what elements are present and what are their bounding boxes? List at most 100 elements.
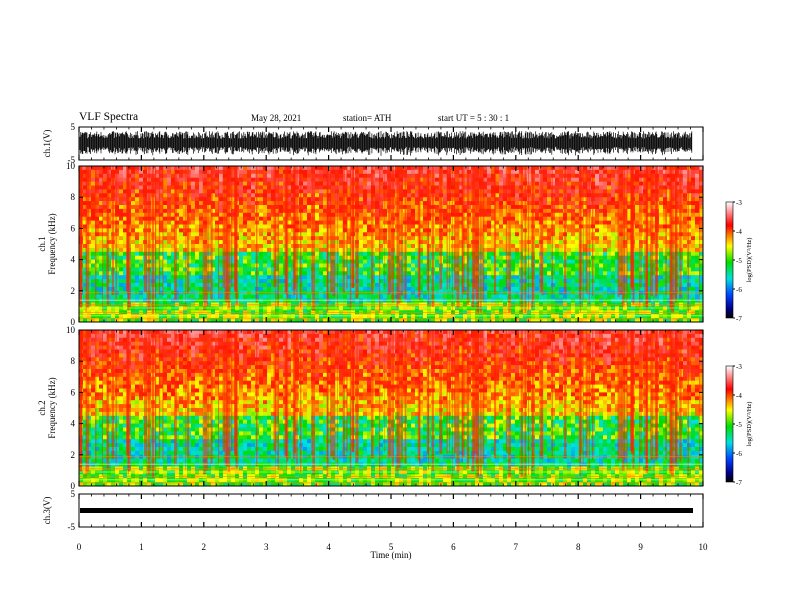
ch1-spectrogram-cell (427, 166, 432, 171)
ch1-spectrogram-cell (263, 306, 268, 311)
ch1-spectrogram-cell (123, 212, 128, 218)
ch1-spectrogram-cell (439, 314, 444, 319)
ch1-spectrogram-cell (247, 279, 252, 284)
ch1-spectrogram-cell (99, 251, 104, 257)
ch1-spectrogram-cell (251, 286, 256, 292)
ch1-spectrogram-cell (83, 267, 88, 272)
ch1-spectrogram-cell (307, 290, 312, 296)
ch1-spectrogram-cell (211, 212, 216, 218)
ch1-spectrogram-cell (99, 306, 104, 311)
ch1-spectrogram-cell (391, 306, 396, 311)
ch1-spectrogram-cell (267, 255, 272, 260)
ch1-spectrogram-cell (427, 255, 432, 260)
ch1-spectrogram-cell (199, 298, 204, 303)
ch1-spectrogram-cell (135, 306, 140, 311)
ch1-spectrogram-cell (359, 251, 364, 257)
ch1-spectrogram-cell (263, 201, 268, 206)
ch1-spectrogram-cell (199, 185, 204, 190)
ch1-spectrogram-cell (243, 294, 248, 299)
ch1-spectrogram-cell (443, 236, 448, 241)
ch1-spectrogram-cell (399, 298, 404, 303)
ch1-spectrogram-cell (215, 220, 220, 225)
ch1-spectrogram-cell (367, 185, 372, 190)
ch1-spectrogram-cell (115, 193, 120, 198)
ch1-spectrogram-cell (331, 314, 336, 319)
ch1-spectrogram-cell (103, 263, 108, 268)
ch1-spectrogram-cell (379, 212, 384, 218)
ch1-spectrogram-cell (459, 247, 464, 253)
ch1-spectrogram-cell (175, 224, 180, 229)
ch1-spectrogram-cell (375, 251, 380, 257)
ch1-spectrogram-cell (411, 193, 416, 198)
ch1-spectrogram-cell (303, 294, 308, 299)
ch1-spectrogram-cell (407, 189, 412, 194)
ch1-spectrogram-cell (307, 212, 312, 218)
ch1-spectrogram-cell (267, 279, 272, 284)
ch1-spectrogram-cell (375, 259, 380, 264)
ch1-spectrogram-cell (239, 290, 244, 296)
ch1-spectrogram-cell (191, 169, 196, 175)
ch1-spectrogram-cell (115, 166, 120, 171)
ch1-spectrogram-cell (367, 306, 372, 311)
ch1-spectrogram-cell (419, 267, 424, 272)
ch1-spectrogram-cell (159, 263, 164, 268)
ch1-spectrogram-cell (155, 232, 160, 237)
ch1-spectrogram-cell (267, 318, 272, 323)
ch1-spectrogram-cell (219, 290, 224, 296)
ch1-spectrogram-cell (255, 314, 260, 319)
ch1-spectrogram-cell (383, 286, 388, 292)
ch1-spectrogram-cell (455, 314, 460, 319)
ch1-spectrogram-cell (303, 318, 308, 323)
ch1-spectrogram-cell (423, 216, 428, 221)
ch1-spectrogram-cell (103, 232, 108, 237)
ch1-spectrogram-cell (411, 173, 416, 179)
ch1-spectrogram-cell (175, 197, 180, 202)
ch1-spectrogram-cell (291, 298, 296, 303)
ch1-spectrogram-cell (243, 232, 248, 237)
ch1-spectrogram-cell (359, 236, 364, 241)
ch1-spectrogram-cell (219, 255, 224, 260)
ch1-spectrogram-cell (211, 275, 216, 280)
ch1-spectrogram-cell (243, 220, 248, 225)
ch1-spectrogram-cell (119, 275, 124, 280)
ch1-spectrogram-cell (231, 255, 236, 260)
ch1-spectrogram-cell (123, 275, 128, 280)
ch1-spectrogram-cell (267, 197, 272, 202)
ch1-spectrogram-cell (279, 294, 284, 299)
ch1-spectrogram-cell (211, 251, 216, 257)
ch1-spectrogram-cell (315, 286, 320, 292)
ch1-spectrogram-cell (419, 279, 424, 284)
ch1-spectrogram-cell (91, 181, 96, 186)
ch1-spectrogram-cell (451, 286, 456, 292)
ch1-spectrogram-cell (267, 228, 272, 233)
ch1-spectrogram-cell (219, 294, 224, 299)
ch1-spectrogram-cell (231, 197, 236, 202)
ch1-spectrogram-cell (383, 166, 388, 171)
ch1-spectrogram-cell (259, 279, 264, 284)
ch1-spectrogram-cell (363, 169, 368, 175)
ch1-spectrogram-cell (463, 286, 468, 292)
ch1-spectrogram-cell (195, 318, 200, 323)
ch1-spectrogram-cell (219, 185, 224, 190)
ch1-spectrogram-cell (175, 177, 180, 182)
ch1-spectrogram-cell (199, 255, 204, 260)
ch1-spectrogram-cell (107, 240, 112, 245)
ch1-spectrogram-cell (159, 220, 164, 225)
ch1-spectrogram-cell (239, 224, 244, 229)
ch1-spectrogram-cell (467, 224, 472, 229)
ch1-spectrogram-cell (215, 279, 220, 284)
ch1-spectrogram-cell (155, 166, 160, 171)
ch1-spectrogram-cell (327, 193, 332, 198)
ch1-spectrogram-cell (115, 271, 120, 276)
ch1-spectrogram-cell (323, 224, 328, 229)
ch1-spectrogram-cell (219, 201, 224, 206)
ch1-spectrogram-cell (231, 228, 236, 233)
ch1-spectrogram-cell (307, 318, 312, 323)
ch1-spectrogram-cell (323, 197, 328, 202)
ch1-spectrogram-cell (463, 220, 468, 225)
ch1-spectrogram-cell (407, 169, 412, 175)
ch1-spectrogram-cell (271, 267, 276, 272)
ch1-spectrogram-cell (139, 205, 144, 210)
ch1-spectrogram-cell (263, 220, 268, 225)
ch1-spectrogram-cell (103, 208, 108, 214)
